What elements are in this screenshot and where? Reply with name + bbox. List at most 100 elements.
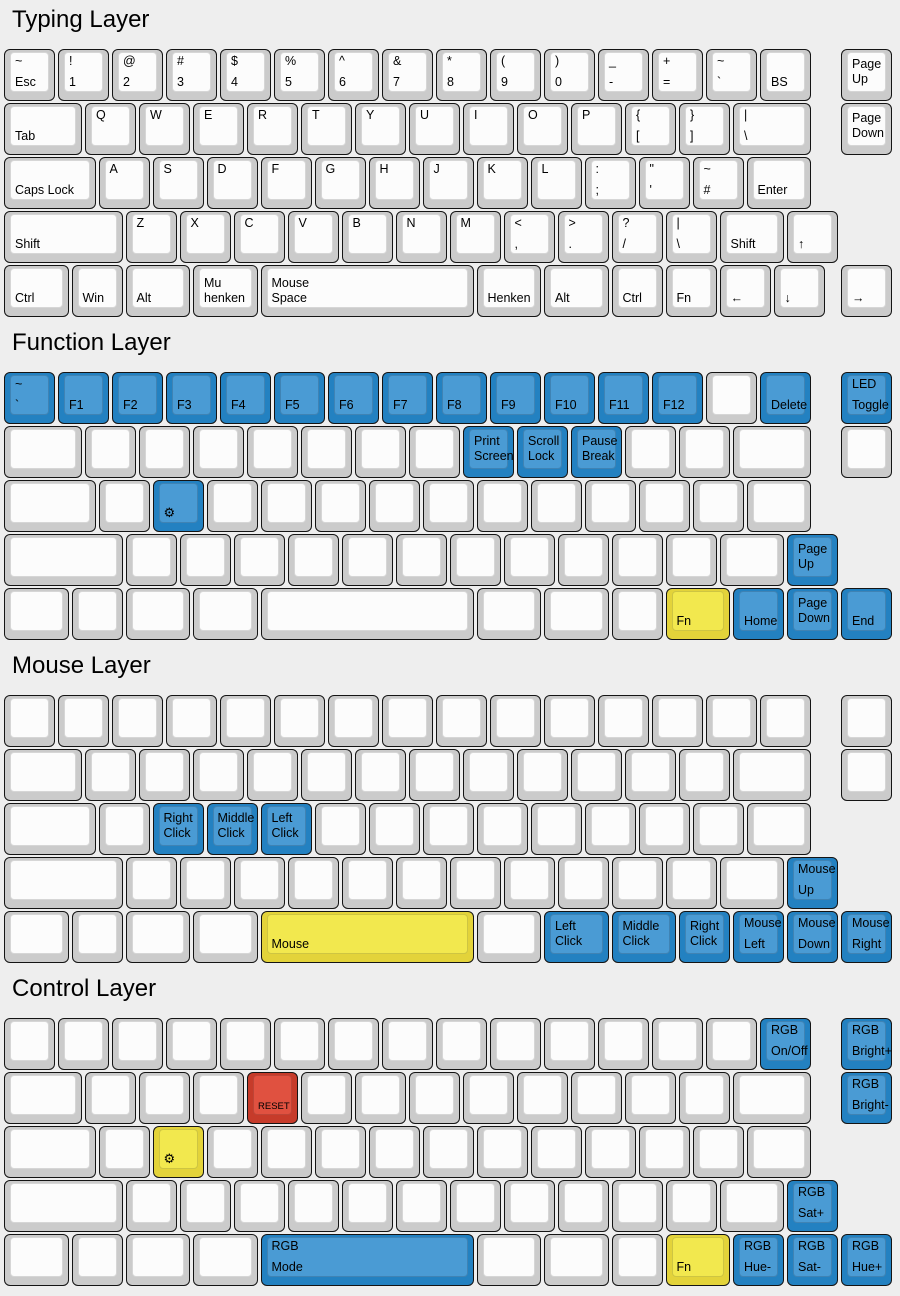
key-label: Home (744, 614, 778, 628)
key-label: Hue- (744, 1260, 772, 1274)
key-delete: Delete (760, 372, 811, 424)
key-left-click: Left Click (260, 803, 312, 855)
key-label: & (393, 54, 402, 68)
key-gear: ⚙ (152, 1126, 204, 1178)
key-blank (611, 1234, 663, 1286)
key-blank (692, 1126, 744, 1178)
key-label: 2 (123, 75, 130, 89)
key-label: Click (271, 826, 299, 840)
key-blank (476, 480, 528, 532)
key-blank (476, 1126, 528, 1178)
key-label: S (163, 162, 172, 176)
key-blank (557, 534, 609, 586)
key-k: K (476, 157, 528, 209)
key-label: M (460, 216, 471, 230)
key-blank (301, 426, 352, 478)
key-label: G (325, 162, 336, 176)
key-blank (58, 695, 109, 747)
key-blank (584, 1126, 636, 1178)
key-label: = (663, 75, 671, 89)
key-label: Click (217, 826, 245, 840)
key-mouse-up: Mouse Up (787, 857, 838, 909)
typing-layer-section: Typing Layer ~ Esc! 1 @2 #3 $4% 5 ^ 6 & 7 * 8(9) 0 _ - +… (0, 0, 900, 319)
function-layer-section: Function Layer ~ ` F1 F2 F3 F4 F5 F6 F7 F8 F9 F10 F1… (0, 331, 900, 642)
key-blank (274, 695, 325, 747)
key-blank (422, 480, 474, 532)
key-label: Sat- (798, 1260, 821, 1274)
key-label: 4 (231, 75, 238, 89)
key-blank (125, 1234, 190, 1286)
key-blank (409, 749, 460, 801)
key-blank (611, 857, 663, 909)
key-label: | (676, 216, 680, 230)
control-layer-title: Control Layer (12, 975, 157, 1002)
key-blank (4, 426, 82, 478)
key-blank (247, 426, 298, 478)
key-label: 8 (447, 75, 454, 89)
key-home: Home (733, 588, 784, 640)
key-blank (4, 480, 96, 532)
key-label: ~ (717, 54, 725, 68)
key-label: R (258, 108, 268, 122)
key-f12: F12 (652, 372, 703, 424)
key-blank (719, 534, 784, 586)
key-label: L (541, 162, 549, 176)
key-blank (679, 426, 730, 478)
key-blank (287, 534, 339, 586)
key-label: ( (501, 54, 506, 68)
key-label: } (690, 108, 695, 122)
gear-icon: ⚙ (163, 506, 176, 521)
key-4: $4 (220, 49, 271, 101)
key-right: → (841, 265, 892, 317)
mouse-layer-keyboard: Right Click Middle Click Left Click Mouse Up Mou… (4, 695, 897, 965)
key-bs: BS (760, 49, 811, 101)
key-fn: Fn (665, 265, 717, 317)
key-label: Shift (15, 237, 41, 251)
key-label: ` (717, 75, 722, 89)
key-blank (544, 1018, 595, 1070)
key-blank (98, 1126, 150, 1178)
key-blank (719, 857, 784, 909)
key-label: Right (163, 811, 193, 825)
key-blank (193, 1072, 244, 1124)
key-v: V (287, 211, 339, 263)
key-caps-lock: Caps Lock (4, 157, 96, 209)
key-label: Up (798, 557, 814, 571)
key-blank (166, 695, 217, 747)
key-label: Right (690, 919, 720, 933)
key-blank (139, 426, 190, 478)
key-end: End (841, 588, 892, 640)
key-label: 5 (285, 75, 292, 89)
key-label: Mouse (852, 916, 890, 930)
key-f6: F6 (328, 372, 379, 424)
key-label: RGB (271, 1239, 299, 1253)
key-label: F7 (393, 398, 408, 412)
key-label: Click (690, 934, 718, 948)
key-label: ^ (339, 54, 345, 68)
key-y: Y (355, 103, 406, 155)
key-blank (112, 1018, 163, 1070)
key-blank (841, 695, 892, 747)
key-henken: Henken (476, 265, 541, 317)
key-blank (490, 695, 541, 747)
key-blank (746, 480, 811, 532)
key-label: ? (622, 216, 630, 230)
key-blank (544, 695, 595, 747)
key-blank (409, 426, 460, 478)
key-d: D (206, 157, 258, 209)
key-label: + (663, 54, 671, 68)
key-label: | (744, 108, 748, 122)
key-minus: _ - (598, 49, 649, 101)
key-blank (301, 749, 352, 801)
key-label: Mouse (271, 937, 310, 951)
key-blank (449, 857, 501, 909)
key-6: ^ 6 (328, 49, 379, 101)
key-label: Shift (730, 237, 756, 251)
key-blank (449, 534, 501, 586)
key-label: F5 (285, 398, 300, 412)
key-label: Win (82, 291, 105, 305)
key-label: Space (271, 291, 307, 305)
key-blank (625, 1072, 676, 1124)
key-blank (395, 857, 447, 909)
key-label: Tab (15, 129, 36, 143)
